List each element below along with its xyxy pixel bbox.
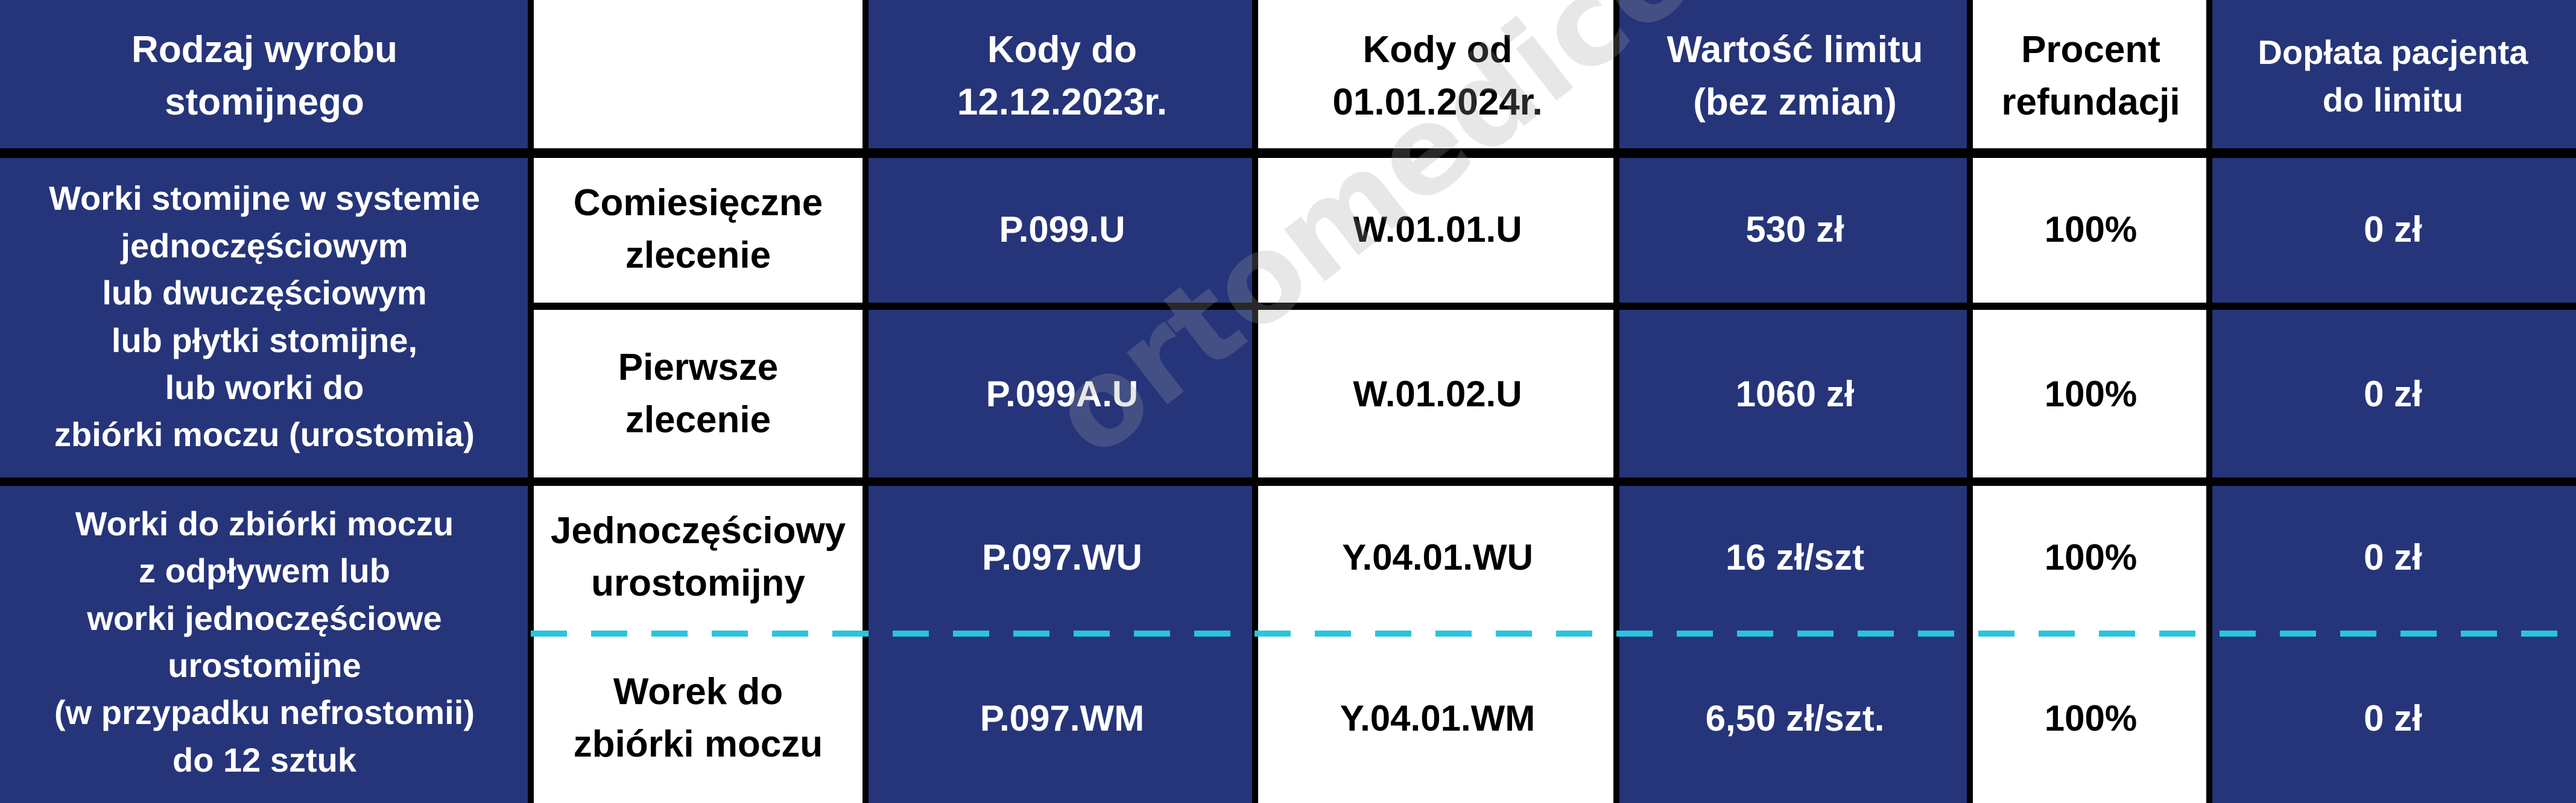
table-cell-code-from-2024: W.01.01.U [1257, 153, 1618, 307]
table-cell-code-until-2023: P.099.U [867, 153, 1257, 307]
table-cell-code-until-2023: P.099A.U [867, 307, 1257, 481]
header-cell: Procent refundacji [1972, 0, 2210, 153]
column-divider [1967, 0, 1973, 803]
table-cell-code-until-2023: P.097.WU [867, 481, 1257, 634]
table-cell-refund-percent: 100% [1972, 153, 2210, 307]
group-label: Worki do zbiórki moczu z odpływem lub wo… [0, 481, 529, 803]
header-cell: Rodzaj wyrobu stomijnego [0, 0, 529, 153]
header-cell: Kody do 12.12.2023r. [867, 0, 1257, 153]
row-divider [529, 303, 2576, 310]
table-cell-refund-percent: 100% [1972, 307, 2210, 481]
row-divider [0, 477, 2576, 486]
table-cell-limit-value: 6,50 zł/szt. [1618, 634, 1972, 803]
table-cell-product-type: Jednoczęściowy urostomijny [529, 481, 867, 634]
table-cell-product-type: Worek do zbiórki moczu [529, 634, 867, 803]
table-cell-code-until-2023: P.097.WM [867, 634, 1257, 803]
column-divider [528, 0, 534, 803]
table-cell-limit-value: 1060 zł [1618, 307, 1972, 481]
table-cell-limit-value: 16 zł/szt [1618, 481, 1972, 634]
column-divider [1252, 0, 1258, 803]
header-cell: Dopłata pacjenta do limitu [2210, 0, 2576, 153]
column-divider [862, 0, 869, 803]
table-cell-patient-copay: 0 zł [2210, 634, 2576, 803]
column-divider [1613, 0, 1619, 803]
table-cell-product-type: Comiesięczne zlecenie [529, 153, 867, 307]
table-cell-patient-copay: 0 zł [2210, 307, 2576, 481]
row-divider [0, 148, 2576, 158]
table-cell-refund-percent: 100% [1972, 634, 2210, 803]
column-divider [2206, 0, 2212, 803]
table-cell-product-type: Pierwsze zlecenie [529, 307, 867, 481]
table-cell-code-from-2024: Y.04.01.WU [1257, 481, 1618, 634]
table-cell-limit-value: 530 zł [1618, 153, 1972, 307]
dashed-row-divider [531, 631, 2576, 637]
group-label: Worki stomijne w systemie jednoczęściowy… [0, 153, 529, 481]
table-cell-patient-copay: 0 zł [2210, 481, 2576, 634]
table-cell-code-from-2024: Y.04.01.WM [1257, 634, 1618, 803]
header-cell [529, 0, 867, 153]
header-cell: Wartość limitu (bez zmian) [1618, 0, 1972, 153]
table-cell-refund-percent: 100% [1972, 481, 2210, 634]
table-cell-patient-copay: 0 zł [2210, 153, 2576, 307]
header-cell: Kody od 01.01.2024r. [1257, 0, 1618, 153]
table-cell-code-from-2024: W.01.02.U [1257, 307, 1618, 481]
